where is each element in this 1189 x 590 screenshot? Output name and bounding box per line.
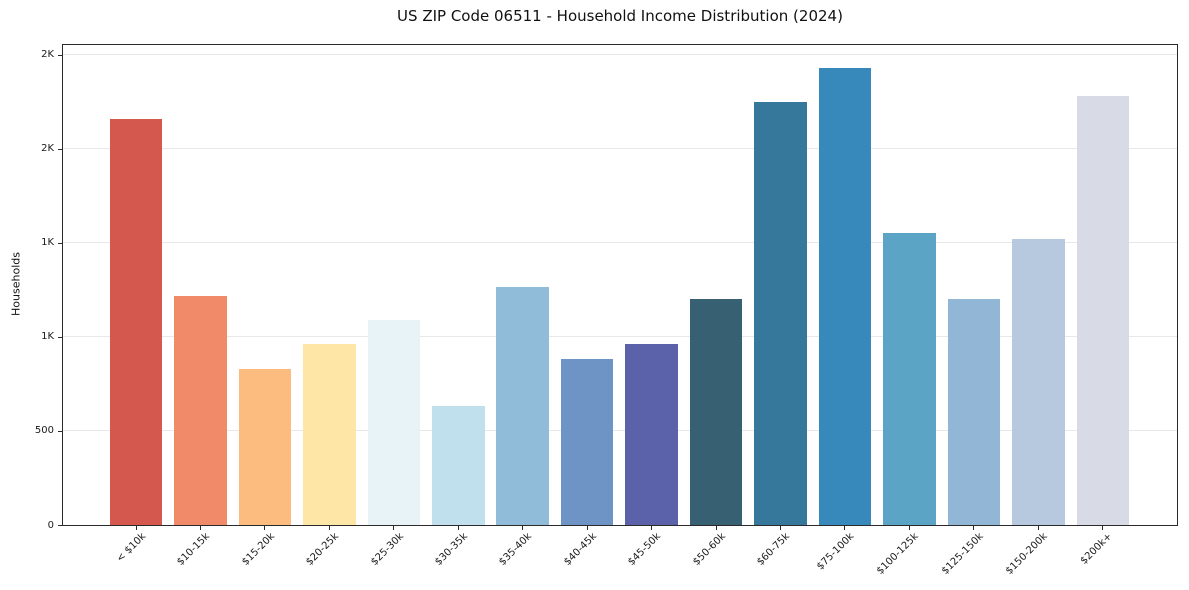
bar bbox=[238, 368, 292, 525]
bar bbox=[560, 358, 614, 525]
x-tick-label: $125-150k bbox=[939, 531, 986, 577]
bar bbox=[432, 405, 485, 525]
x-tick-mark bbox=[908, 526, 910, 530]
y-axis-label: Households bbox=[9, 252, 23, 316]
y-tick-label: 1K bbox=[41, 237, 54, 249]
x-tick-label: $200k+ bbox=[1078, 531, 1115, 567]
x-tick-mark bbox=[135, 526, 137, 530]
x-tick-mark bbox=[199, 526, 201, 530]
bar bbox=[754, 101, 807, 525]
bar bbox=[883, 232, 936, 525]
x-tick-label: $25-30k bbox=[368, 531, 406, 568]
x-tick-label: $75-100k bbox=[815, 531, 857, 573]
x-tick-mark bbox=[715, 526, 717, 530]
y-tick-label: 0 bbox=[47, 519, 54, 531]
x-tick-mark bbox=[844, 526, 846, 530]
x-tick-label: $15-20k bbox=[239, 531, 277, 568]
x-tick-label: $150-200k bbox=[1004, 531, 1051, 577]
x-tick-mark bbox=[328, 526, 330, 530]
bar bbox=[174, 295, 227, 525]
x-tick-mark bbox=[264, 526, 266, 530]
gridline bbox=[63, 54, 1177, 56]
bar bbox=[1012, 239, 1065, 525]
x-tick-mark bbox=[586, 526, 588, 530]
y-tick-mark bbox=[58, 242, 62, 244]
x-tick-mark bbox=[1102, 526, 1104, 530]
x-tick-label: $50-60k bbox=[690, 531, 728, 568]
bar bbox=[109, 118, 163, 525]
y-tick-mark bbox=[58, 525, 62, 526]
gridline bbox=[63, 242, 1177, 244]
bar bbox=[496, 287, 549, 525]
y-tick-label: 1K bbox=[41, 331, 54, 343]
x-tick-mark bbox=[973, 526, 975, 530]
y-tick-label: 2K bbox=[41, 143, 54, 155]
bar bbox=[625, 343, 678, 525]
x-tick-label: $40-45k bbox=[562, 531, 599, 568]
y-tick-mark bbox=[58, 54, 62, 56]
y-tick-mark bbox=[58, 430, 62, 432]
x-tick-label: $10-15k bbox=[175, 531, 213, 568]
x-tick-label: $35-40k bbox=[497, 531, 535, 568]
x-tick-label: $30-35k bbox=[433, 531, 471, 568]
chart-title: US ZIP Code 06511 - Household Income Dis… bbox=[397, 7, 843, 25]
bar bbox=[947, 299, 1001, 525]
plot-area bbox=[62, 44, 1178, 526]
bar bbox=[303, 343, 356, 525]
x-tick-mark bbox=[780, 526, 781, 530]
x-tick-label: $60-75k bbox=[755, 531, 793, 568]
bar bbox=[367, 319, 421, 525]
x-tick-mark bbox=[457, 526, 459, 530]
x-tick-label: $45-50k bbox=[626, 531, 664, 568]
gridline bbox=[63, 336, 1177, 338]
y-tick-mark bbox=[58, 148, 62, 150]
bar bbox=[689, 299, 743, 525]
y-tick-label: 500 bbox=[34, 425, 54, 437]
y-tick-label: 2K bbox=[41, 49, 54, 61]
x-tick-label: < $10k bbox=[114, 531, 148, 565]
gridline bbox=[63, 148, 1177, 150]
x-tick-mark bbox=[1037, 526, 1039, 530]
bar bbox=[1076, 96, 1129, 525]
x-tick-label: $20-25k bbox=[304, 531, 342, 568]
gridline bbox=[63, 430, 1177, 432]
bar bbox=[818, 67, 872, 525]
x-tick-mark bbox=[522, 526, 524, 530]
x-tick-mark bbox=[393, 526, 395, 530]
x-tick-label: $100-125k bbox=[875, 531, 922, 577]
x-tick-mark bbox=[651, 526, 653, 530]
y-tick-mark bbox=[58, 336, 62, 338]
